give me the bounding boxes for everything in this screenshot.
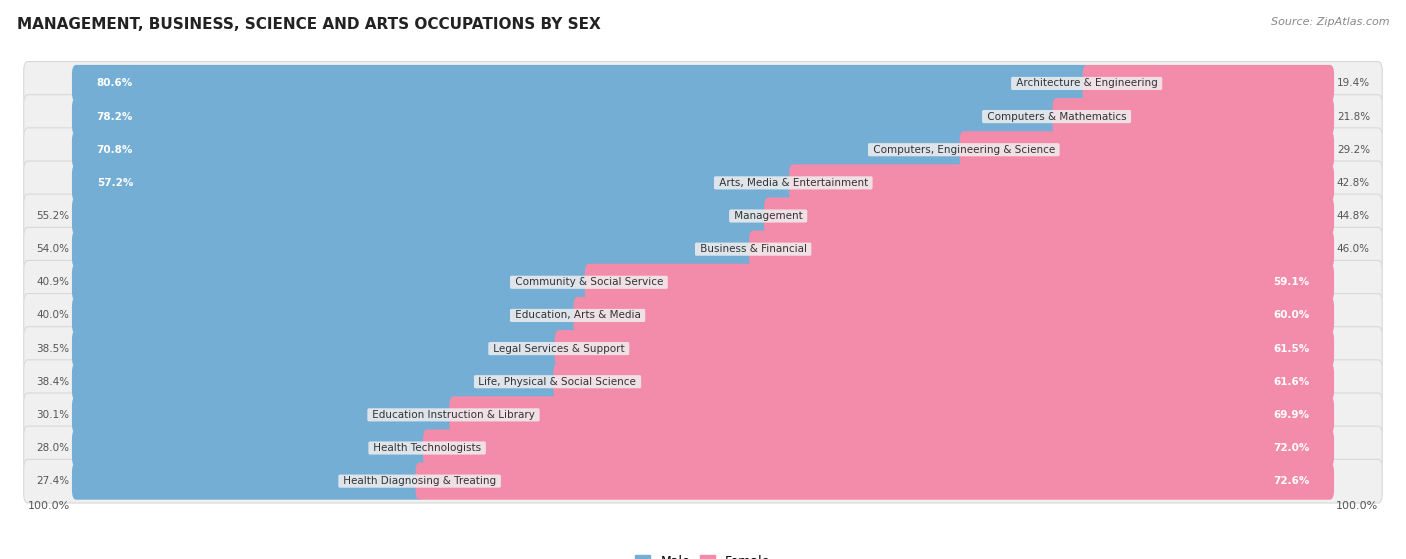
Text: 61.5%: 61.5% — [1272, 344, 1309, 354]
FancyBboxPatch shape — [585, 264, 1334, 301]
FancyBboxPatch shape — [24, 161, 1382, 205]
Text: 27.4%: 27.4% — [37, 476, 69, 486]
Text: Computers & Mathematics: Computers & Mathematics — [984, 112, 1129, 122]
FancyBboxPatch shape — [24, 128, 1382, 172]
FancyBboxPatch shape — [72, 330, 562, 367]
Text: Architecture & Engineering: Architecture & Engineering — [1012, 78, 1161, 88]
FancyBboxPatch shape — [24, 326, 1382, 371]
FancyBboxPatch shape — [1083, 65, 1334, 102]
FancyBboxPatch shape — [72, 131, 967, 168]
FancyBboxPatch shape — [24, 194, 1382, 238]
FancyBboxPatch shape — [72, 98, 1060, 135]
Text: 38.4%: 38.4% — [37, 377, 69, 387]
FancyBboxPatch shape — [72, 197, 772, 235]
Text: 80.6%: 80.6% — [97, 78, 134, 88]
Text: 72.0%: 72.0% — [1272, 443, 1309, 453]
FancyBboxPatch shape — [554, 363, 1334, 400]
FancyBboxPatch shape — [72, 164, 797, 201]
Text: Education Instruction & Library: Education Instruction & Library — [368, 410, 538, 420]
Text: Legal Services & Support: Legal Services & Support — [489, 344, 627, 354]
Text: 21.8%: 21.8% — [1337, 112, 1369, 122]
Text: Life, Physical & Social Science: Life, Physical & Social Science — [475, 377, 640, 387]
Text: Community & Social Service: Community & Social Service — [512, 277, 666, 287]
Text: 38.5%: 38.5% — [37, 344, 69, 354]
Text: 40.9%: 40.9% — [37, 277, 69, 287]
FancyBboxPatch shape — [789, 164, 1334, 201]
Text: MANAGEMENT, BUSINESS, SCIENCE AND ARTS OCCUPATIONS BY SEX: MANAGEMENT, BUSINESS, SCIENCE AND ARTS O… — [17, 17, 600, 32]
Text: 100.0%: 100.0% — [28, 501, 70, 511]
FancyBboxPatch shape — [72, 396, 457, 433]
FancyBboxPatch shape — [24, 360, 1382, 404]
Text: 70.8%: 70.8% — [97, 145, 134, 155]
Text: 28.0%: 28.0% — [37, 443, 69, 453]
FancyBboxPatch shape — [24, 393, 1382, 437]
Text: 61.6%: 61.6% — [1272, 377, 1309, 387]
FancyBboxPatch shape — [72, 65, 1091, 102]
Text: Arts, Media & Entertainment: Arts, Media & Entertainment — [716, 178, 872, 188]
FancyBboxPatch shape — [72, 429, 432, 467]
FancyBboxPatch shape — [72, 231, 758, 268]
Text: 78.2%: 78.2% — [97, 112, 134, 122]
Legend: Male, Female: Male, Female — [630, 550, 776, 559]
Text: 44.8%: 44.8% — [1337, 211, 1369, 221]
FancyBboxPatch shape — [763, 197, 1334, 235]
Text: 46.0%: 46.0% — [1337, 244, 1369, 254]
Text: 69.9%: 69.9% — [1274, 410, 1309, 420]
Text: Business & Financial: Business & Financial — [696, 244, 810, 254]
FancyBboxPatch shape — [24, 94, 1382, 139]
FancyBboxPatch shape — [960, 131, 1334, 168]
FancyBboxPatch shape — [1053, 98, 1334, 135]
FancyBboxPatch shape — [24, 293, 1382, 337]
FancyBboxPatch shape — [450, 396, 1334, 433]
FancyBboxPatch shape — [24, 260, 1382, 304]
Text: 29.2%: 29.2% — [1337, 145, 1369, 155]
Text: 55.2%: 55.2% — [37, 211, 69, 221]
FancyBboxPatch shape — [555, 330, 1334, 367]
FancyBboxPatch shape — [574, 297, 1334, 334]
FancyBboxPatch shape — [24, 459, 1382, 503]
FancyBboxPatch shape — [72, 463, 423, 500]
Text: 59.1%: 59.1% — [1274, 277, 1309, 287]
Text: Health Technologists: Health Technologists — [370, 443, 484, 453]
Text: Education, Arts & Media: Education, Arts & Media — [512, 310, 644, 320]
Text: Computers, Engineering & Science: Computers, Engineering & Science — [869, 145, 1059, 155]
FancyBboxPatch shape — [72, 264, 593, 301]
Text: Management: Management — [731, 211, 806, 221]
Text: 42.8%: 42.8% — [1337, 178, 1369, 188]
FancyBboxPatch shape — [423, 429, 1334, 467]
Text: Source: ZipAtlas.com: Source: ZipAtlas.com — [1271, 17, 1389, 27]
FancyBboxPatch shape — [24, 426, 1382, 470]
FancyBboxPatch shape — [749, 231, 1334, 268]
Text: 100.0%: 100.0% — [1336, 501, 1378, 511]
Text: Health Diagnosing & Treating: Health Diagnosing & Treating — [340, 476, 499, 486]
FancyBboxPatch shape — [72, 363, 561, 400]
Text: 30.1%: 30.1% — [37, 410, 69, 420]
Text: 40.0%: 40.0% — [37, 310, 69, 320]
Text: 57.2%: 57.2% — [97, 178, 134, 188]
Text: 54.0%: 54.0% — [37, 244, 69, 254]
Text: 19.4%: 19.4% — [1337, 78, 1369, 88]
Text: 72.6%: 72.6% — [1272, 476, 1309, 486]
FancyBboxPatch shape — [416, 463, 1334, 500]
FancyBboxPatch shape — [24, 228, 1382, 271]
Text: 60.0%: 60.0% — [1272, 310, 1309, 320]
FancyBboxPatch shape — [24, 61, 1382, 105]
FancyBboxPatch shape — [72, 297, 582, 334]
